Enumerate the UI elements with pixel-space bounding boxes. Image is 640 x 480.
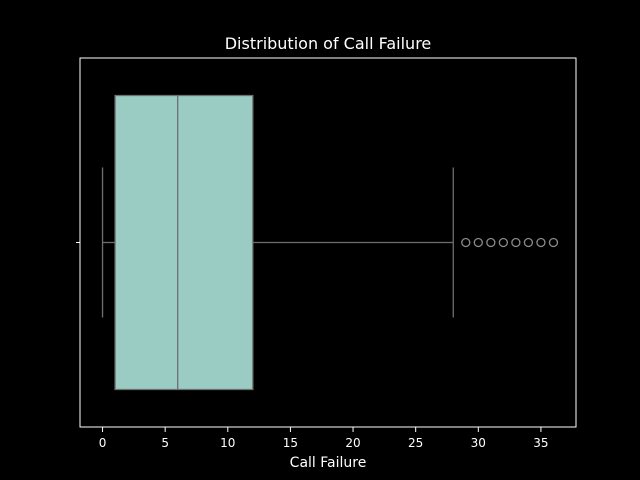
x-axis-label: Call Failure (290, 455, 367, 471)
x-tick-label-25: 25 (408, 436, 423, 450)
iqr-box (114, 94, 254, 391)
x-tick-label-35: 35 (533, 436, 548, 450)
x-tick-label-20: 20 (345, 436, 360, 450)
x-tick-label-10: 10 (220, 436, 235, 450)
x-tick-label-15: 15 (283, 436, 298, 450)
outlier-point-3 (498, 237, 509, 248)
x-tick-label-5: 5 (161, 436, 169, 450)
outlier-point-1 (473, 237, 483, 248)
outlier-point-4 (511, 237, 521, 248)
outlier-point-6 (536, 237, 546, 248)
x-tick-label-30: 30 (471, 436, 486, 450)
x-tick-label-0: 0 (99, 436, 107, 450)
plot-area (79, 57, 577, 428)
chart-title: Distribution of Call Failure (225, 34, 432, 53)
outlier-point-0 (461, 237, 471, 248)
outlier-point-7 (548, 237, 559, 248)
outlier-point-5 (523, 237, 534, 248)
x-axis: 0 5 10 15 20 25 30 35 (76, 242, 549, 450)
outlier-point-2 (486, 237, 496, 248)
